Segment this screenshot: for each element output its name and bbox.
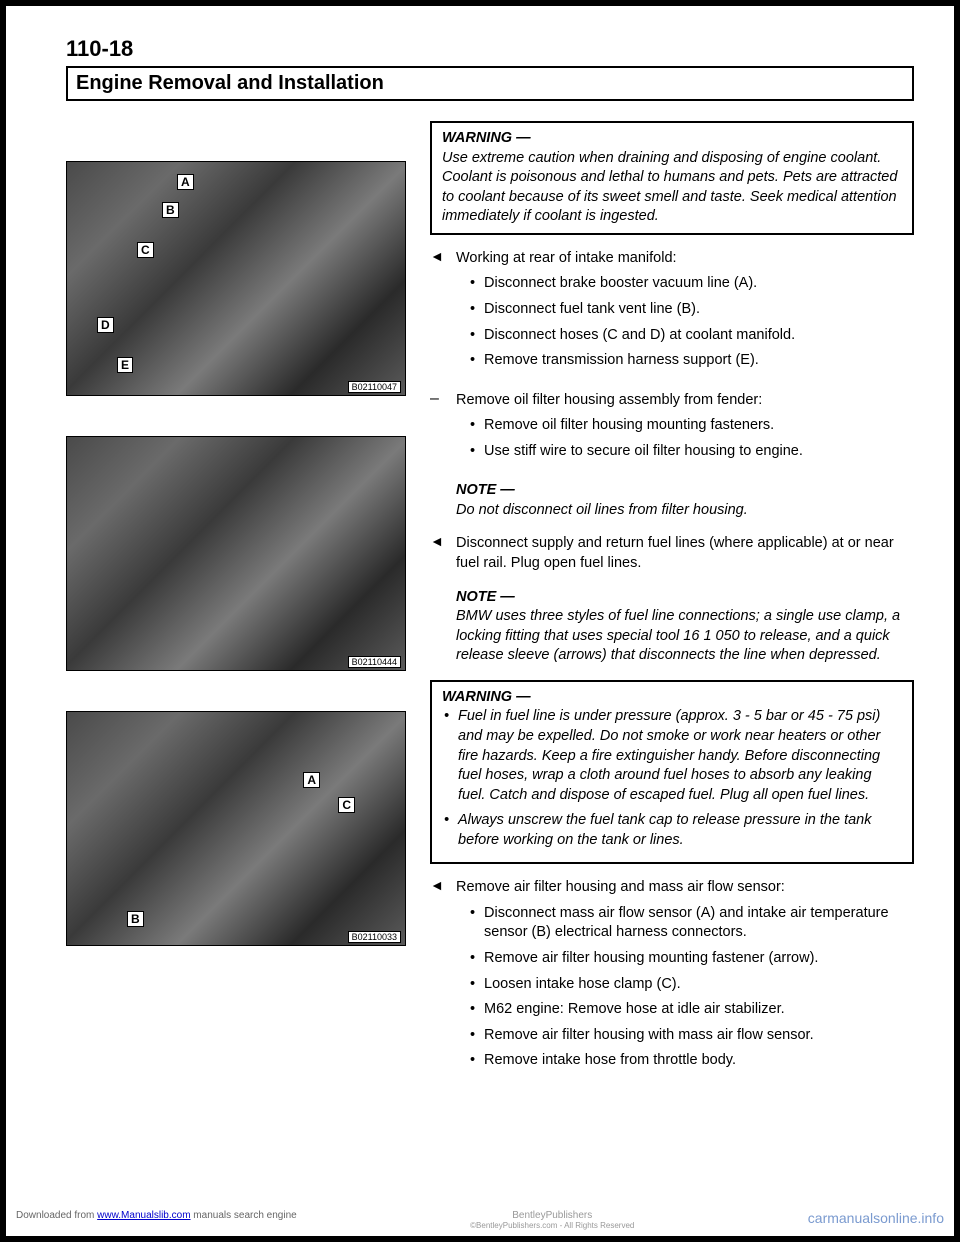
note-title: NOTE — [456,588,914,608]
warning-title: WARNING — [442,129,902,149]
list-item: Remove air filter housing mounting faste… [470,949,914,969]
list-item: Remove intake hose from throttle body. [470,1051,914,1071]
footer-right: carmanualsonline.info [808,1210,944,1230]
section-title-box: Engine Removal and Installation [66,66,914,101]
bullet-list: Remove oil filter housing mounting faste… [456,416,914,461]
photo-label-c3: C [338,797,355,813]
right-column: WARNING — Use extreme caution when drain… [430,121,914,1091]
footer-publisher: BentleyPublishers [470,1210,634,1221]
list-item: Disconnect hoses (C and D) at coolant ma… [470,326,914,346]
step-body: Remove oil filter housing assembly from … [456,391,914,468]
bullet-list: Disconnect mass air flow sensor (A) and … [456,904,914,1071]
photo-label-a: A [177,174,194,190]
footer-center: BentleyPublishers ©BentleyPublishers.com… [470,1210,634,1230]
photo-label-b3: B [127,911,144,927]
list-item: Disconnect brake booster vacuum line (A)… [470,274,914,294]
left-column: A B C D E B02110047 B02110444 A C B B021… [66,121,406,1091]
bullet-list: Disconnect brake booster vacuum line (A)… [456,274,914,370]
photo-id-2: B02110444 [348,656,401,668]
list-item: Loosen intake hose clamp (C). [470,975,914,995]
footer-text: manuals search engine [191,1210,297,1221]
photo-intake-manifold: A B C D E B02110047 [66,161,406,396]
note-title: NOTE — [456,481,914,501]
step-air-filter: Remove air filter housing and mass air f… [430,878,914,1077]
note-body: BMW uses three styles of fuel line conne… [456,607,914,666]
arrow-icon [430,534,446,573]
step-fuel-lines: Disconnect supply and return fuel lines … [430,534,914,573]
photo-label-b: B [162,202,179,218]
photo-label-d: D [97,317,114,333]
footer-text: Downloaded from [16,1210,97,1221]
warning-coolant: WARNING — Use extreme caution when drain… [430,121,914,235]
list-item: Remove oil filter housing mounting faste… [470,416,914,436]
note-oil-lines: NOTE — Do not disconnect oil lines from … [430,481,914,520]
footer-copyright: ©BentleyPublishers.com - All Rights Rese… [470,1221,634,1230]
step-intro: Working at rear of intake manifold: [456,250,677,266]
photo-fuel-lines: B02110444 [66,436,406,671]
step-intro: Disconnect supply and return fuel lines … [456,535,894,571]
photo-label-a3: A [303,772,320,788]
arrow-icon [430,878,446,1077]
list-item: M62 engine: Remove hose at idle air stab… [470,1000,914,1020]
list-item: Remove transmission harness support (E). [470,351,914,371]
step-body: Remove air filter housing and mass air f… [456,878,914,1077]
list-item: Always unscrew the fuel tank cap to rele… [442,811,902,850]
step-intro: Remove air filter housing and mass air f… [456,879,785,895]
step-body: Disconnect supply and return fuel lines … [456,534,914,573]
footer-left: Downloaded from www.Manualslib.com manua… [16,1210,297,1230]
page-footer: Downloaded from www.Manualslib.com manua… [16,1210,944,1230]
list-item: Disconnect mass air flow sensor (A) and … [470,904,914,943]
photo-id-1: B02110047 [348,381,401,393]
section-title: Engine Removal and Installation [76,72,904,95]
photo-label-e: E [117,357,133,373]
page-number: 110-18 [66,36,914,62]
photo-id-3: B02110033 [348,931,401,943]
note-body: Do not disconnect oil lines from filter … [456,501,914,521]
list-item: Use stiff wire to secure oil filter hous… [470,442,914,462]
photo-label-c: C [137,242,154,258]
step-body: Working at rear of intake manifold: Disc… [456,249,914,377]
step-intake-manifold: Working at rear of intake manifold: Disc… [430,249,914,377]
step-intro: Remove oil filter housing assembly from … [456,392,762,408]
note-fuel-connections: NOTE — BMW uses three styles of fuel lin… [430,588,914,666]
list-item: Disconnect fuel tank vent line (B). [470,300,914,320]
page-content: 110-18 Engine Removal and Installation A… [6,6,954,1101]
step-oil-filter: Remove oil filter housing assembly from … [430,391,914,468]
warning-fuel-pressure: WARNING — Fuel in fuel line is under pre… [430,680,914,865]
list-item: Fuel in fuel line is under pressure (app… [442,707,902,805]
warning-list: Fuel in fuel line is under pressure (app… [442,707,902,850]
list-item: Remove air filter housing with mass air … [470,1026,914,1046]
dash-icon [430,391,446,468]
warning-body: Use extreme caution when draining and di… [442,149,902,227]
footer-link[interactable]: www.Manualslib.com [97,1210,190,1221]
two-column-layout: A B C D E B02110047 B02110444 A C B B021… [66,121,914,1091]
warning-title: WARNING — [442,688,902,708]
arrow-icon [430,249,446,377]
photo-air-filter: A C B B02110033 [66,711,406,946]
